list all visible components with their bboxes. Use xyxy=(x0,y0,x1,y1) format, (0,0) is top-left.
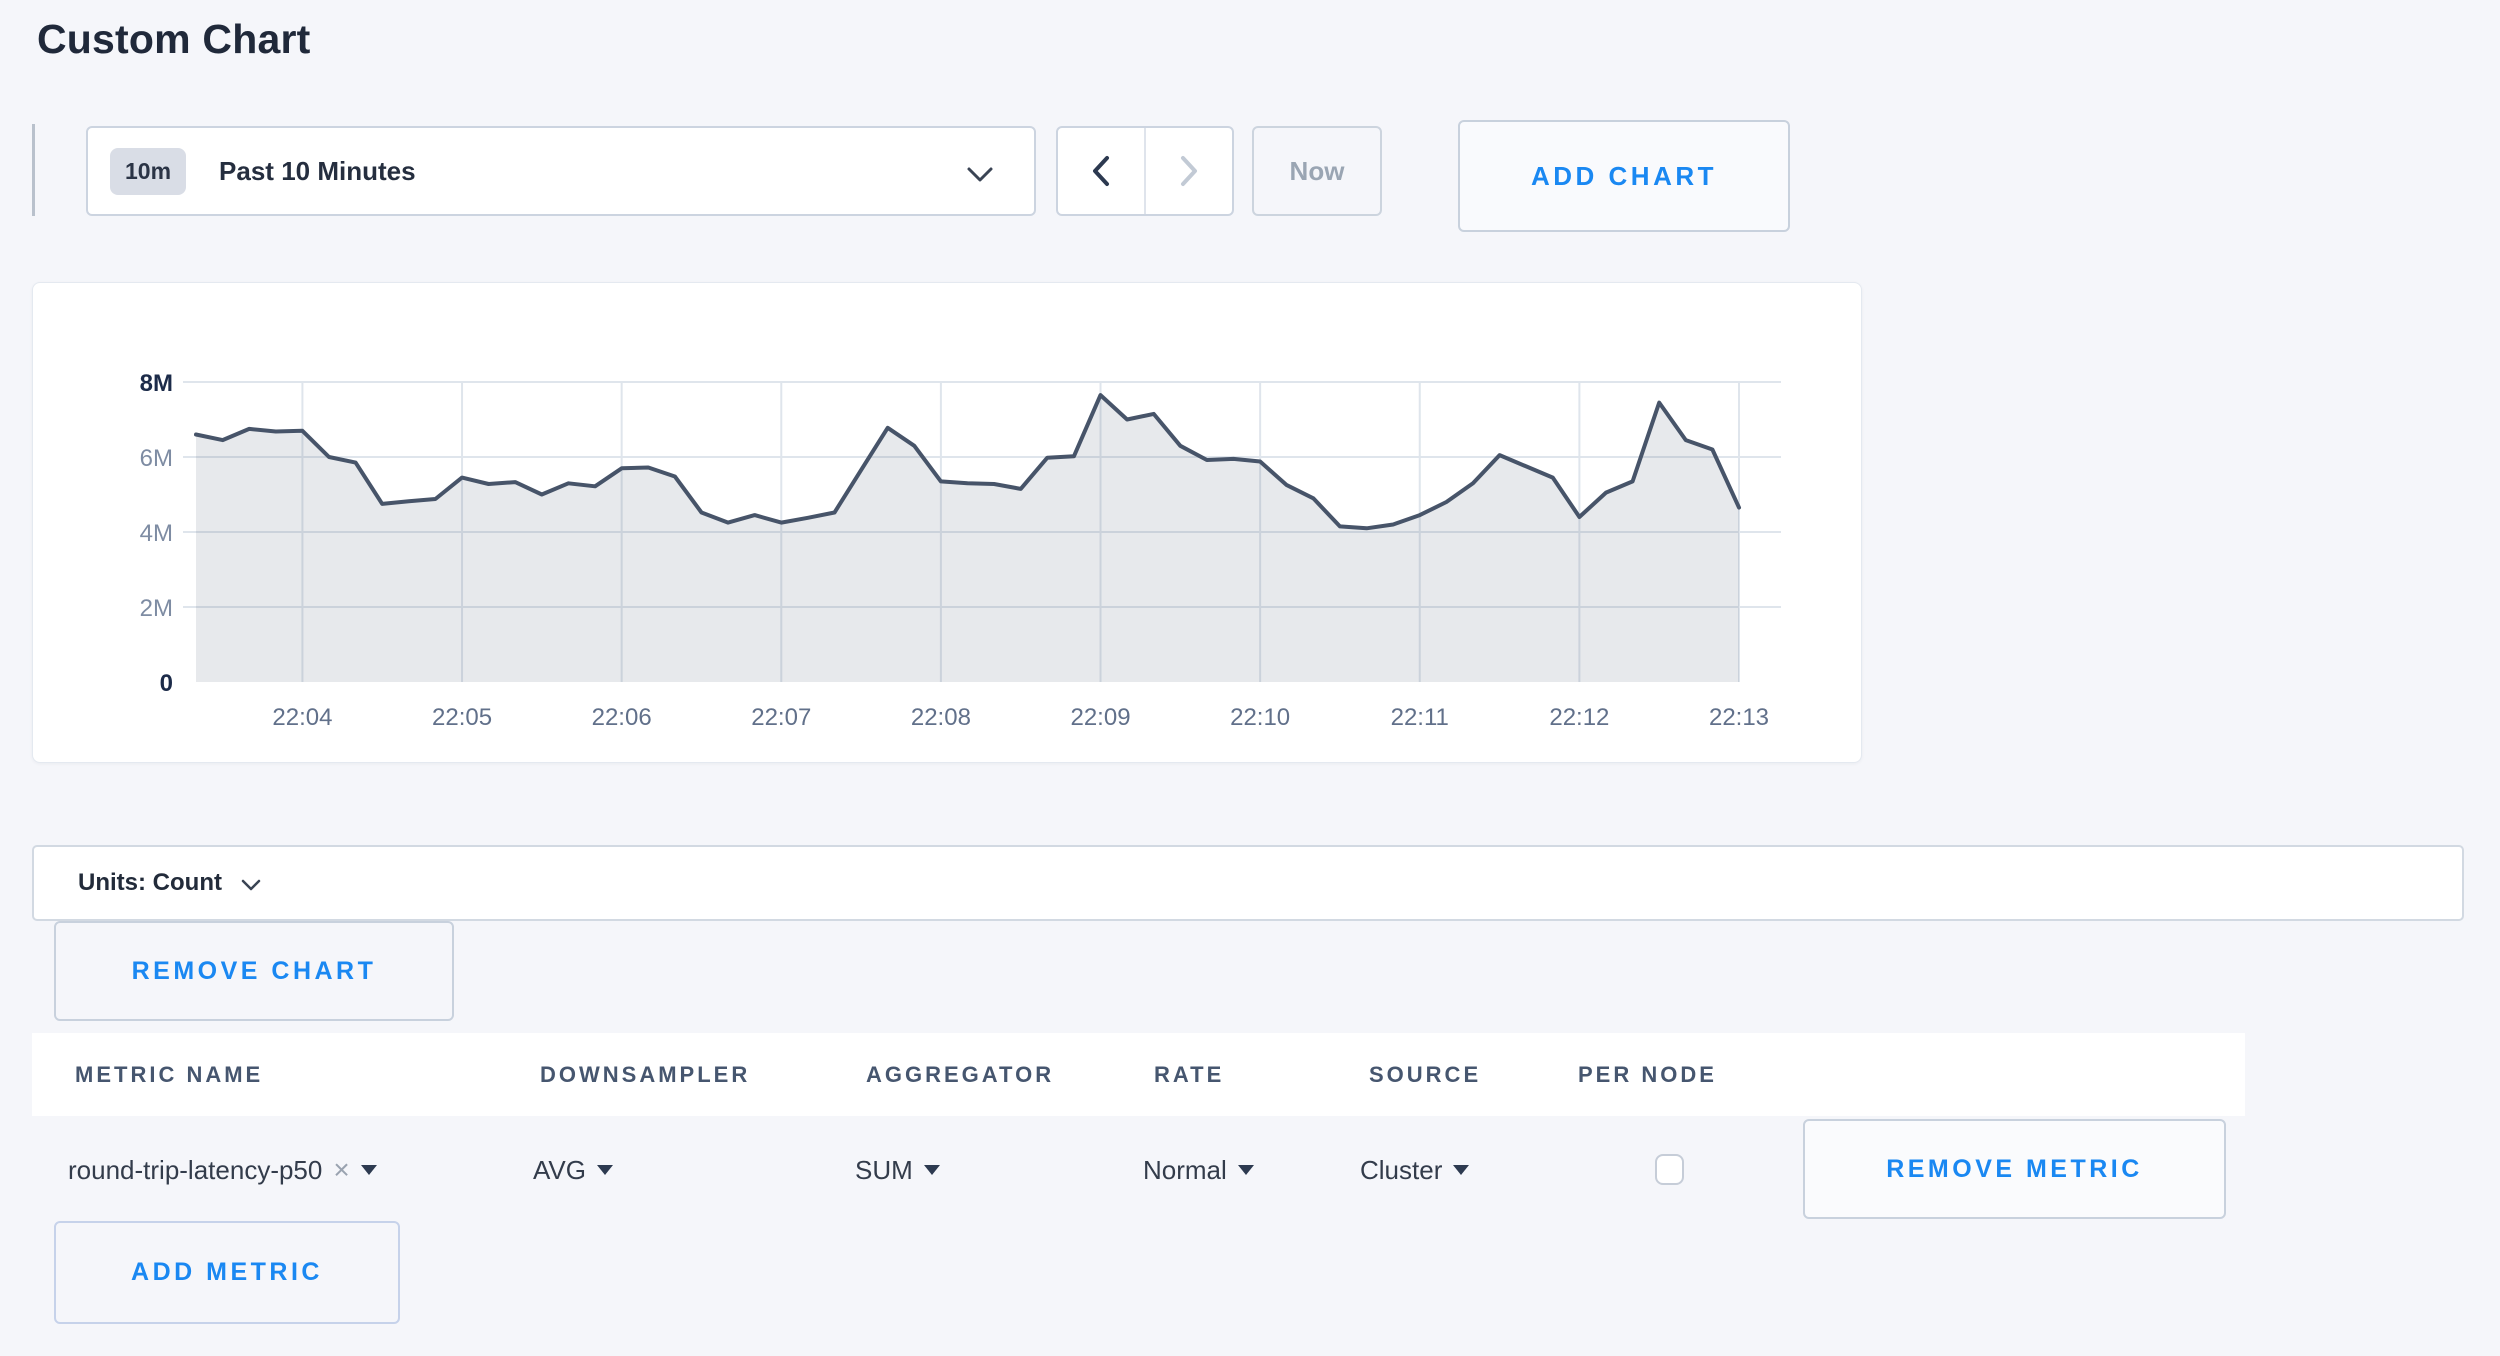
svg-text:22:09: 22:09 xyxy=(1070,704,1130,731)
svg-text:22:05: 22:05 xyxy=(432,704,492,731)
time-forward-button[interactable] xyxy=(1144,128,1232,214)
aggregator-value: SUM xyxy=(855,1154,913,1185)
svg-text:22:06: 22:06 xyxy=(592,704,652,731)
metric-name-select[interactable]: round-trip-latency-p50 × xyxy=(68,1116,377,1224)
svg-text:22:11: 22:11 xyxy=(1391,704,1449,731)
column-header-per-node: PER NODE xyxy=(1578,1061,1717,1087)
svg-text:2M: 2M xyxy=(140,595,173,622)
timeseries-area-chart: 8M 6M 4M 2M 0 22:04 22:05 22:06 22:07 22:08 22:09 2… xyxy=(140,370,1781,731)
time-step-group xyxy=(1056,126,1234,216)
column-header-downsampler: DOWNSAMPLER xyxy=(540,1061,751,1087)
svg-text:22:07: 22:07 xyxy=(751,704,811,731)
time-range-select[interactable]: 10m Past 10 Minutes xyxy=(86,126,1036,216)
rate-select[interactable]: Normal xyxy=(1143,1116,1254,1224)
chart-card: 8M 6M 4M 2M 0 22:04 22:05 22:06 22:07 22:08 22:09 2… xyxy=(32,282,1862,763)
svg-text:22:04: 22:04 xyxy=(272,704,332,731)
aggregator-select[interactable]: SUM xyxy=(855,1116,940,1224)
svg-text:22:10: 22:10 xyxy=(1230,704,1290,731)
chevron-left-icon xyxy=(1089,154,1113,188)
svg-text:6M: 6M xyxy=(140,445,173,472)
metric-name-value: round-trip-latency-p50 xyxy=(68,1154,323,1185)
column-header-aggregator: AGGREGATOR xyxy=(866,1061,1055,1087)
time-back-button[interactable] xyxy=(1058,128,1144,214)
downsampler-select[interactable]: AVG xyxy=(533,1116,613,1224)
svg-text:8M: 8M xyxy=(140,370,173,397)
units-select[interactable]: Units: Count xyxy=(32,845,2464,921)
units-select-label: Units: Count xyxy=(78,869,222,896)
caret-down-icon xyxy=(360,1165,377,1175)
remove-chart-button[interactable]: REMOVE CHART xyxy=(54,921,454,1021)
chevron-down-icon xyxy=(240,878,262,892)
caret-down-icon xyxy=(1237,1165,1254,1175)
caret-down-icon xyxy=(923,1165,940,1175)
caret-down-icon xyxy=(596,1165,613,1175)
column-header-metric-name: METRIC NAME xyxy=(75,1061,264,1087)
page-title: Custom Chart xyxy=(37,16,311,62)
now-button[interactable]: Now xyxy=(1252,126,1382,216)
downsampler-value: AVG xyxy=(533,1154,586,1185)
toolbar-left-divider xyxy=(32,124,35,216)
add-metric-button[interactable]: ADD METRIC xyxy=(54,1221,400,1324)
clear-metric-icon[interactable]: × xyxy=(333,1154,350,1185)
column-header-source: SOURCE xyxy=(1369,1061,1482,1087)
add-chart-button[interactable]: ADD CHART xyxy=(1458,120,1790,232)
metrics-table-header: METRIC NAME DOWNSAMPLER AGGREGATOR RATE … xyxy=(32,1033,2245,1116)
per-node-checkbox[interactable] xyxy=(1655,1154,1684,1185)
caret-down-icon xyxy=(1453,1165,1470,1175)
svg-text:22:12: 22:12 xyxy=(1549,704,1609,731)
metric-table-row: round-trip-latency-p50 × AVG SUM Normal … xyxy=(32,1116,2245,1224)
source-select[interactable]: Cluster xyxy=(1360,1116,1470,1224)
source-value: Cluster xyxy=(1360,1154,1443,1185)
column-header-rate: RATE xyxy=(1154,1061,1225,1087)
svg-text:0: 0 xyxy=(160,670,173,697)
svg-text:4M: 4M xyxy=(140,520,173,547)
rate-value: Normal xyxy=(1143,1154,1227,1185)
time-range-badge: 10m xyxy=(110,147,187,195)
remove-metric-button[interactable]: REMOVE METRIC xyxy=(1803,1119,2226,1219)
chevron-right-icon xyxy=(1177,154,1201,188)
time-range-label: Past 10 Minutes xyxy=(219,155,416,186)
svg-text:22:08: 22:08 xyxy=(911,704,971,731)
chevron-down-icon xyxy=(966,166,994,183)
svg-text:22:13: 22:13 xyxy=(1709,704,1769,731)
